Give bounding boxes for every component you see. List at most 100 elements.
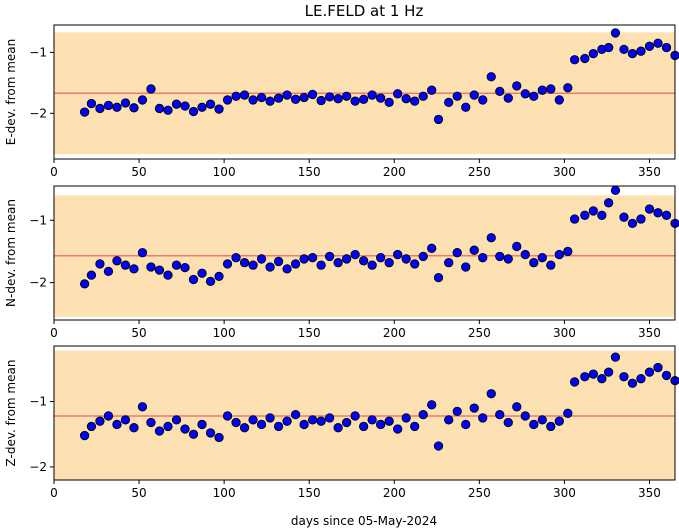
data-point [546,84,556,94]
data-point [282,264,292,274]
data-point [154,426,165,436]
data-point [256,254,267,264]
data-point [580,53,590,64]
data-point [79,107,90,117]
data-point [554,249,564,260]
x-tick-label: 0 [50,486,58,500]
data-point [120,415,131,425]
data-point [163,105,173,115]
data-point [503,93,513,103]
data-point [103,266,114,277]
data-point [137,248,148,258]
data-point [580,210,590,220]
data-point [537,85,547,95]
x-tick-label: 50 [131,486,146,500]
data-point [636,374,646,384]
data-point [231,253,241,263]
x-tick-label: 150 [298,165,321,179]
data-point [180,424,190,434]
data-point [350,96,360,106]
data-point [461,262,471,272]
data-point [393,89,403,99]
data-point [580,372,590,382]
data-point [324,92,335,102]
data-point [384,416,394,426]
x-tick-label: 150 [298,326,321,340]
data-point [418,91,428,101]
data-point [529,258,539,268]
data-point [95,259,105,269]
data-point [282,90,292,100]
data-point [316,95,326,106]
data-point [358,421,369,432]
data-point [129,103,139,113]
data-point [205,428,216,438]
data-point [214,104,224,114]
data-point [95,103,105,114]
x-tick-label: 250 [468,165,491,179]
data-point [376,93,386,103]
data-point [661,370,672,381]
data-point [79,279,90,289]
data-point [290,409,301,420]
data-point [103,411,114,421]
data-point [129,264,139,274]
data-point [529,419,539,430]
data-point [610,185,621,196]
data-point [299,92,309,103]
data-point [103,100,114,111]
data-point [290,259,301,269]
data-point [588,369,598,379]
data-point [86,98,97,109]
data-point [588,206,598,216]
data-point [418,409,428,420]
data-point [537,253,547,263]
data-point [273,256,284,267]
data-point [367,260,377,270]
data-point [137,402,148,412]
data-point [503,417,513,428]
data-point [256,92,267,103]
y-tick-label: −1 [29,395,47,409]
data-point [512,81,522,91]
x-tick-label: 300 [553,326,576,340]
x-tick-label: 200 [383,165,406,179]
data-point [205,99,216,109]
data-point [282,416,292,426]
data-point [410,259,420,269]
x-tick-label: 50 [131,326,146,340]
data-point [307,415,318,425]
data-point [619,212,629,222]
data-point [248,415,258,425]
data-point [495,251,505,262]
data-point [610,28,621,38]
x-tick-label: 250 [468,486,491,500]
panel-n: 0 50 100 150 200 250 300 350 −2 −1 N-dev. from mea… [4,185,679,340]
data-point [188,274,199,285]
data-point [239,423,250,433]
data-point [222,411,233,421]
data-point [627,48,638,59]
y-tick-label: −2 [29,460,47,474]
data-point [554,95,564,105]
data-point [333,94,343,104]
data-point [603,198,614,208]
data-point [205,276,216,287]
data-point [290,94,301,104]
data-point [444,97,454,108]
data-point [537,415,547,425]
data-point [452,91,462,101]
data-point [478,413,488,423]
data-point [410,96,420,106]
x-tick-label: 0 [50,326,58,340]
data-point [554,416,564,426]
data-point [239,258,250,268]
data-point [610,352,621,362]
data-point [273,421,284,432]
data-point [146,417,156,428]
x-tick-label: 100 [213,165,236,179]
data-point [299,254,309,264]
data-point [503,254,513,264]
data-point [341,254,352,264]
